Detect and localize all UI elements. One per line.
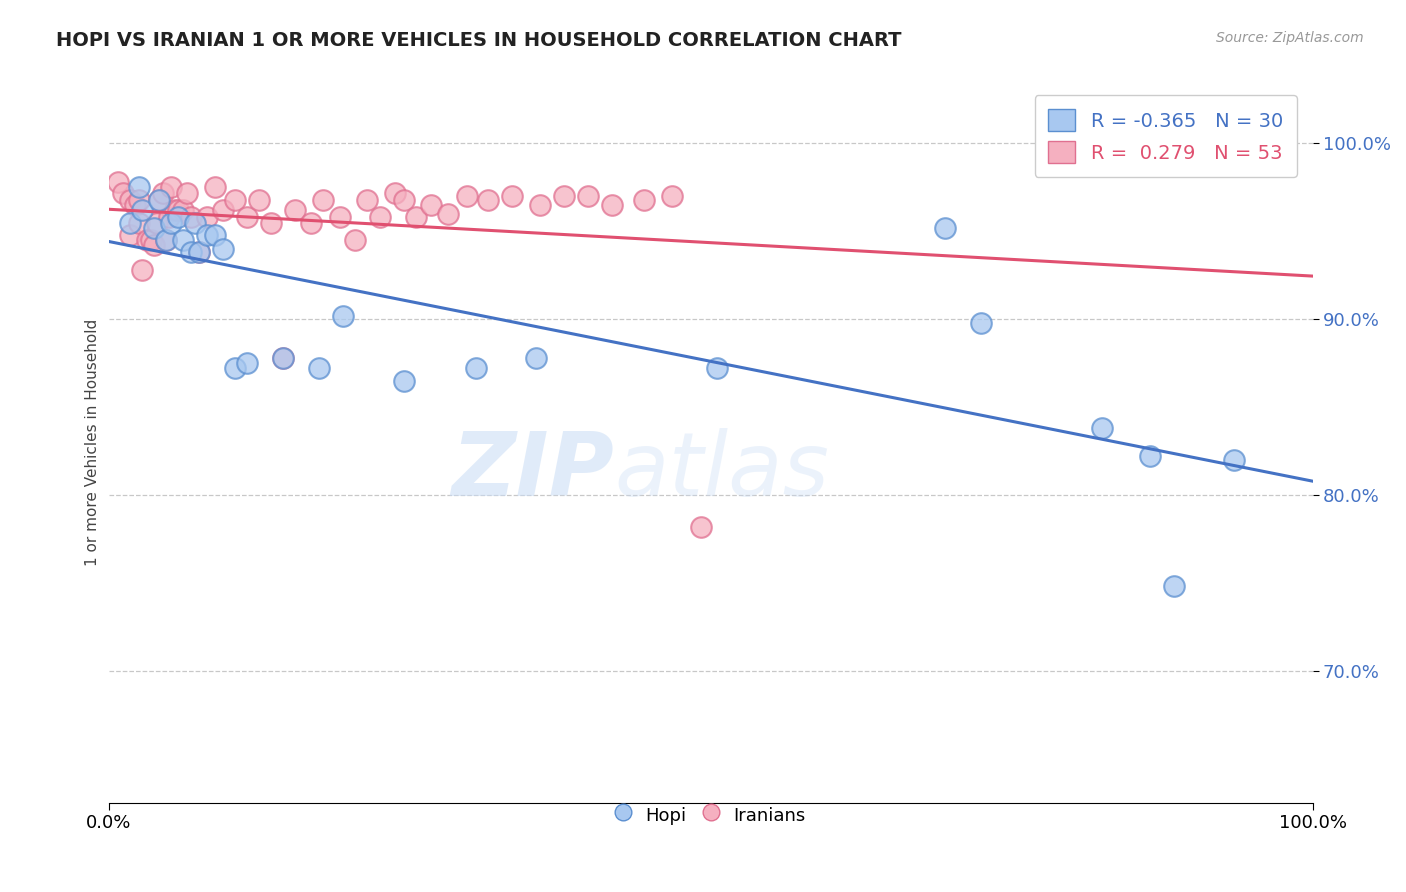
Point (204, 180, 226, 194)
Point (155, 233, 177, 247)
Point (236, 211, 259, 225)
Point (456, 189, 478, 203)
Point (529, 198, 551, 212)
Point (131, 203, 153, 218)
Point (329, 211, 352, 225)
Point (195, 227, 218, 242)
Point (187, 245, 209, 260)
Point (308, 361, 330, 376)
Point (131, 263, 153, 277)
Point (187, 245, 209, 260)
Point (163, 203, 186, 218)
Point (167, 211, 190, 225)
Point (690, 519, 713, 533)
Point (970, 316, 993, 330)
Point (155, 233, 177, 247)
Point (356, 193, 378, 207)
Point (284, 203, 307, 218)
Point (112, 186, 135, 200)
Point (128, 180, 150, 194)
Point (464, 361, 486, 376)
Point (384, 186, 406, 200)
Point (405, 211, 427, 225)
Point (260, 215, 283, 229)
Point (224, 361, 246, 376)
Point (576, 189, 599, 203)
Point (271, 351, 294, 365)
Point (148, 193, 170, 207)
Point (152, 186, 174, 200)
Point (139, 233, 162, 247)
Point (392, 193, 415, 207)
Point (167, 203, 190, 218)
Point (420, 198, 443, 212)
Point (120, 215, 142, 229)
Point (136, 233, 159, 247)
Point (143, 238, 166, 252)
Point (661, 189, 683, 203)
Point (184, 215, 207, 229)
Text: HOPI VS IRANIAN 1 OR MORE VEHICLES IN HOUSEHOLD CORRELATION CHART: HOPI VS IRANIAN 1 OR MORE VEHICLES IN HO… (56, 31, 901, 50)
Point (224, 193, 246, 207)
Point (176, 186, 198, 200)
Point (143, 220, 166, 235)
Legend: Hopi, Iranians: Hopi, Iranians (609, 797, 813, 833)
Point (934, 220, 956, 235)
Point (247, 193, 270, 207)
Text: ZIP: ZIP (451, 427, 614, 515)
Point (524, 351, 547, 365)
Point (120, 193, 142, 207)
Point (1223, 452, 1246, 467)
Point (299, 215, 322, 229)
Point (148, 193, 170, 207)
Point (600, 198, 623, 212)
Point (128, 193, 150, 207)
Point (706, 361, 728, 376)
Point (160, 215, 183, 229)
Point (172, 233, 194, 247)
Point (633, 193, 655, 207)
Point (124, 198, 146, 212)
Point (437, 207, 460, 221)
Point (128, 215, 150, 229)
Point (195, 211, 218, 225)
Point (212, 242, 235, 256)
Text: Source: ZipAtlas.com: Source: ZipAtlas.com (1216, 31, 1364, 45)
Point (1163, 579, 1185, 593)
Point (477, 193, 499, 207)
Point (392, 374, 415, 388)
Point (179, 211, 201, 225)
Point (172, 203, 194, 218)
Point (368, 211, 391, 225)
Point (332, 309, 354, 323)
Point (501, 189, 523, 203)
Point (344, 233, 367, 247)
Point (204, 227, 226, 242)
Point (160, 180, 183, 194)
Point (1139, 450, 1161, 464)
Point (212, 203, 235, 218)
Point (312, 193, 335, 207)
Point (1091, 421, 1114, 435)
Y-axis label: 1 or more Vehicles in Household: 1 or more Vehicles in Household (86, 318, 100, 566)
Point (179, 245, 201, 260)
Point (157, 211, 180, 225)
Point (553, 189, 575, 203)
Point (120, 227, 142, 242)
Point (146, 215, 169, 229)
Text: atlas: atlas (614, 428, 830, 514)
Point (271, 351, 294, 365)
Point (236, 356, 259, 370)
Point (107, 175, 129, 189)
